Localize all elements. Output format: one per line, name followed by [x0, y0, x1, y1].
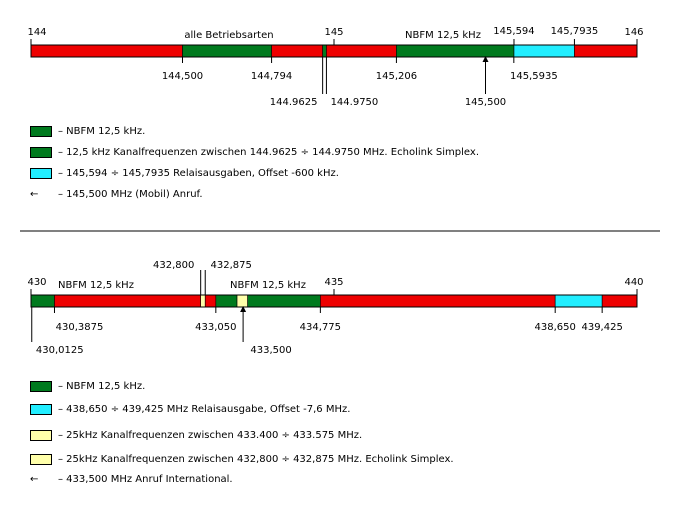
top-value-label: 145,7935	[551, 26, 599, 37]
legend-text: – 145,594 ÷ 145,7935 Relaisausgaben, Off…	[58, 168, 339, 179]
legend-swatch-cyan	[30, 168, 52, 179]
band-segment	[396, 44, 515, 58]
mode-label: NBFM 12,5 kHz	[230, 280, 306, 291]
bottom-label: 433,050	[195, 322, 236, 333]
band-segment	[247, 294, 321, 308]
lower-label: 144.9625	[270, 97, 318, 108]
legend-text: – 433,500 MHz Anruf International.	[58, 474, 233, 485]
top-label: 145	[324, 27, 343, 38]
bottom-label: 145,500	[465, 97, 506, 108]
legend-swatch-green	[30, 147, 52, 158]
band-segment	[30, 294, 55, 308]
bottom-label: 145,5935	[510, 71, 558, 82]
band-segment	[215, 294, 238, 308]
legend-2m-relais: – 145,594 ÷ 145,7935 Relaisausgaben, Off…	[30, 168, 339, 179]
legend-70cm-call: ← – 433,500 MHz Anruf International.	[30, 474, 233, 485]
legend-text: – 25kHz Kanalfrequenzen zwischen 433.400…	[58, 430, 363, 441]
lower-label: 144.9750	[331, 97, 379, 108]
top-label: 144	[27, 27, 46, 38]
band-segment	[271, 44, 323, 58]
legend-swatch-green	[30, 126, 52, 137]
bottom-label: 434,775	[300, 322, 341, 333]
band-segment	[182, 44, 272, 58]
mode-label: alle Betriebsarten	[184, 30, 273, 41]
band-70cm-bar: 430 435 440 NBFM 12,5 kHz NBFM 12,5 kHz 432,8…	[27, 260, 643, 356]
call-arrow-head	[240, 306, 247, 312]
legend-2m-echolink: – 12,5 kHz Kanalfrequenzen zwischen 144.…	[30, 147, 479, 158]
band-segment	[554, 294, 603, 308]
legend-2m-call: ← – 145,500 MHz (Mobil) Anruf.	[30, 189, 203, 200]
arrow-left-icon: ←	[30, 473, 39, 485]
lower-label: 433,500	[250, 345, 291, 356]
call-arrow-head	[482, 56, 489, 62]
legend-text: – 145,500 MHz (Mobil) Anruf.	[58, 189, 203, 200]
bottom-label: 439,425	[581, 322, 622, 333]
mode-label: NBFM 12,5 kHz	[58, 280, 134, 291]
legend-swatch-cyan	[30, 404, 52, 415]
legend-70cm-25khz-433: – 25kHz Kanalfrequenzen zwischen 433.400…	[30, 430, 362, 441]
band-segment	[601, 294, 638, 308]
bottom-label: 438,650	[535, 322, 576, 333]
legend-text: – 25kHz Kanalfrequenzen zwischen 432,800…	[58, 454, 454, 465]
legend-70cm-relais: – 438,650 ÷ 439,425 MHz Relaisausgabe, O…	[30, 404, 350, 415]
bottom-label: 145,206	[376, 71, 417, 82]
band-segment	[204, 294, 217, 308]
legend-swatch-green	[30, 381, 52, 392]
bottom-label: 144,794	[251, 71, 292, 82]
legend-70cm-25khz-432: – 25kHz Kanalfrequenzen zwischen 432,800…	[30, 454, 454, 465]
legend-text: – NBFM 12,5 kHz.	[58, 126, 146, 137]
legend-text: – 438,650 ÷ 439,425 MHz Relaisausgabe, O…	[58, 404, 351, 415]
legend-70cm-nbfm: – NBFM 12,5 kHz.	[30, 381, 145, 392]
band-segment	[236, 294, 248, 308]
legend-text: – NBFM 12,5 kHz.	[58, 381, 146, 392]
band-segment	[30, 44, 183, 58]
arrow-left-icon: ←	[30, 188, 39, 200]
bottom-label: 144,500	[162, 71, 203, 82]
band-segment	[54, 294, 201, 308]
band-segment	[513, 44, 575, 58]
band-segment	[326, 44, 397, 58]
top-value-label: 432,875	[211, 260, 252, 271]
legend-2m-nbfm: – NBFM 12,5 kHz.	[30, 126, 145, 137]
band-segment	[322, 44, 327, 58]
top-value-label: 432,800	[153, 260, 194, 271]
legend-swatch-yellow	[30, 430, 52, 441]
band-segment	[200, 294, 206, 308]
top-label: 435	[324, 277, 343, 288]
lower-label: 430,0125	[36, 345, 84, 356]
top-value-label: 145,594	[493, 26, 534, 37]
band-2m-bar: 144 145 146 alle Betriebsarten NBFM 12,5 kHz…	[27, 26, 643, 108]
bottom-label: 430,3875	[56, 322, 104, 333]
legend-text: – 12,5 kHz Kanalfrequenzen zwischen 144.…	[58, 147, 479, 158]
band-segment	[320, 294, 556, 308]
top-label: 146	[624, 27, 643, 38]
top-label: 430	[27, 277, 46, 288]
legend-swatch-yellow	[30, 454, 52, 465]
band-segment	[574, 44, 638, 58]
mode-label: NBFM 12,5 kHz	[405, 30, 481, 41]
top-label: 440	[624, 277, 643, 288]
